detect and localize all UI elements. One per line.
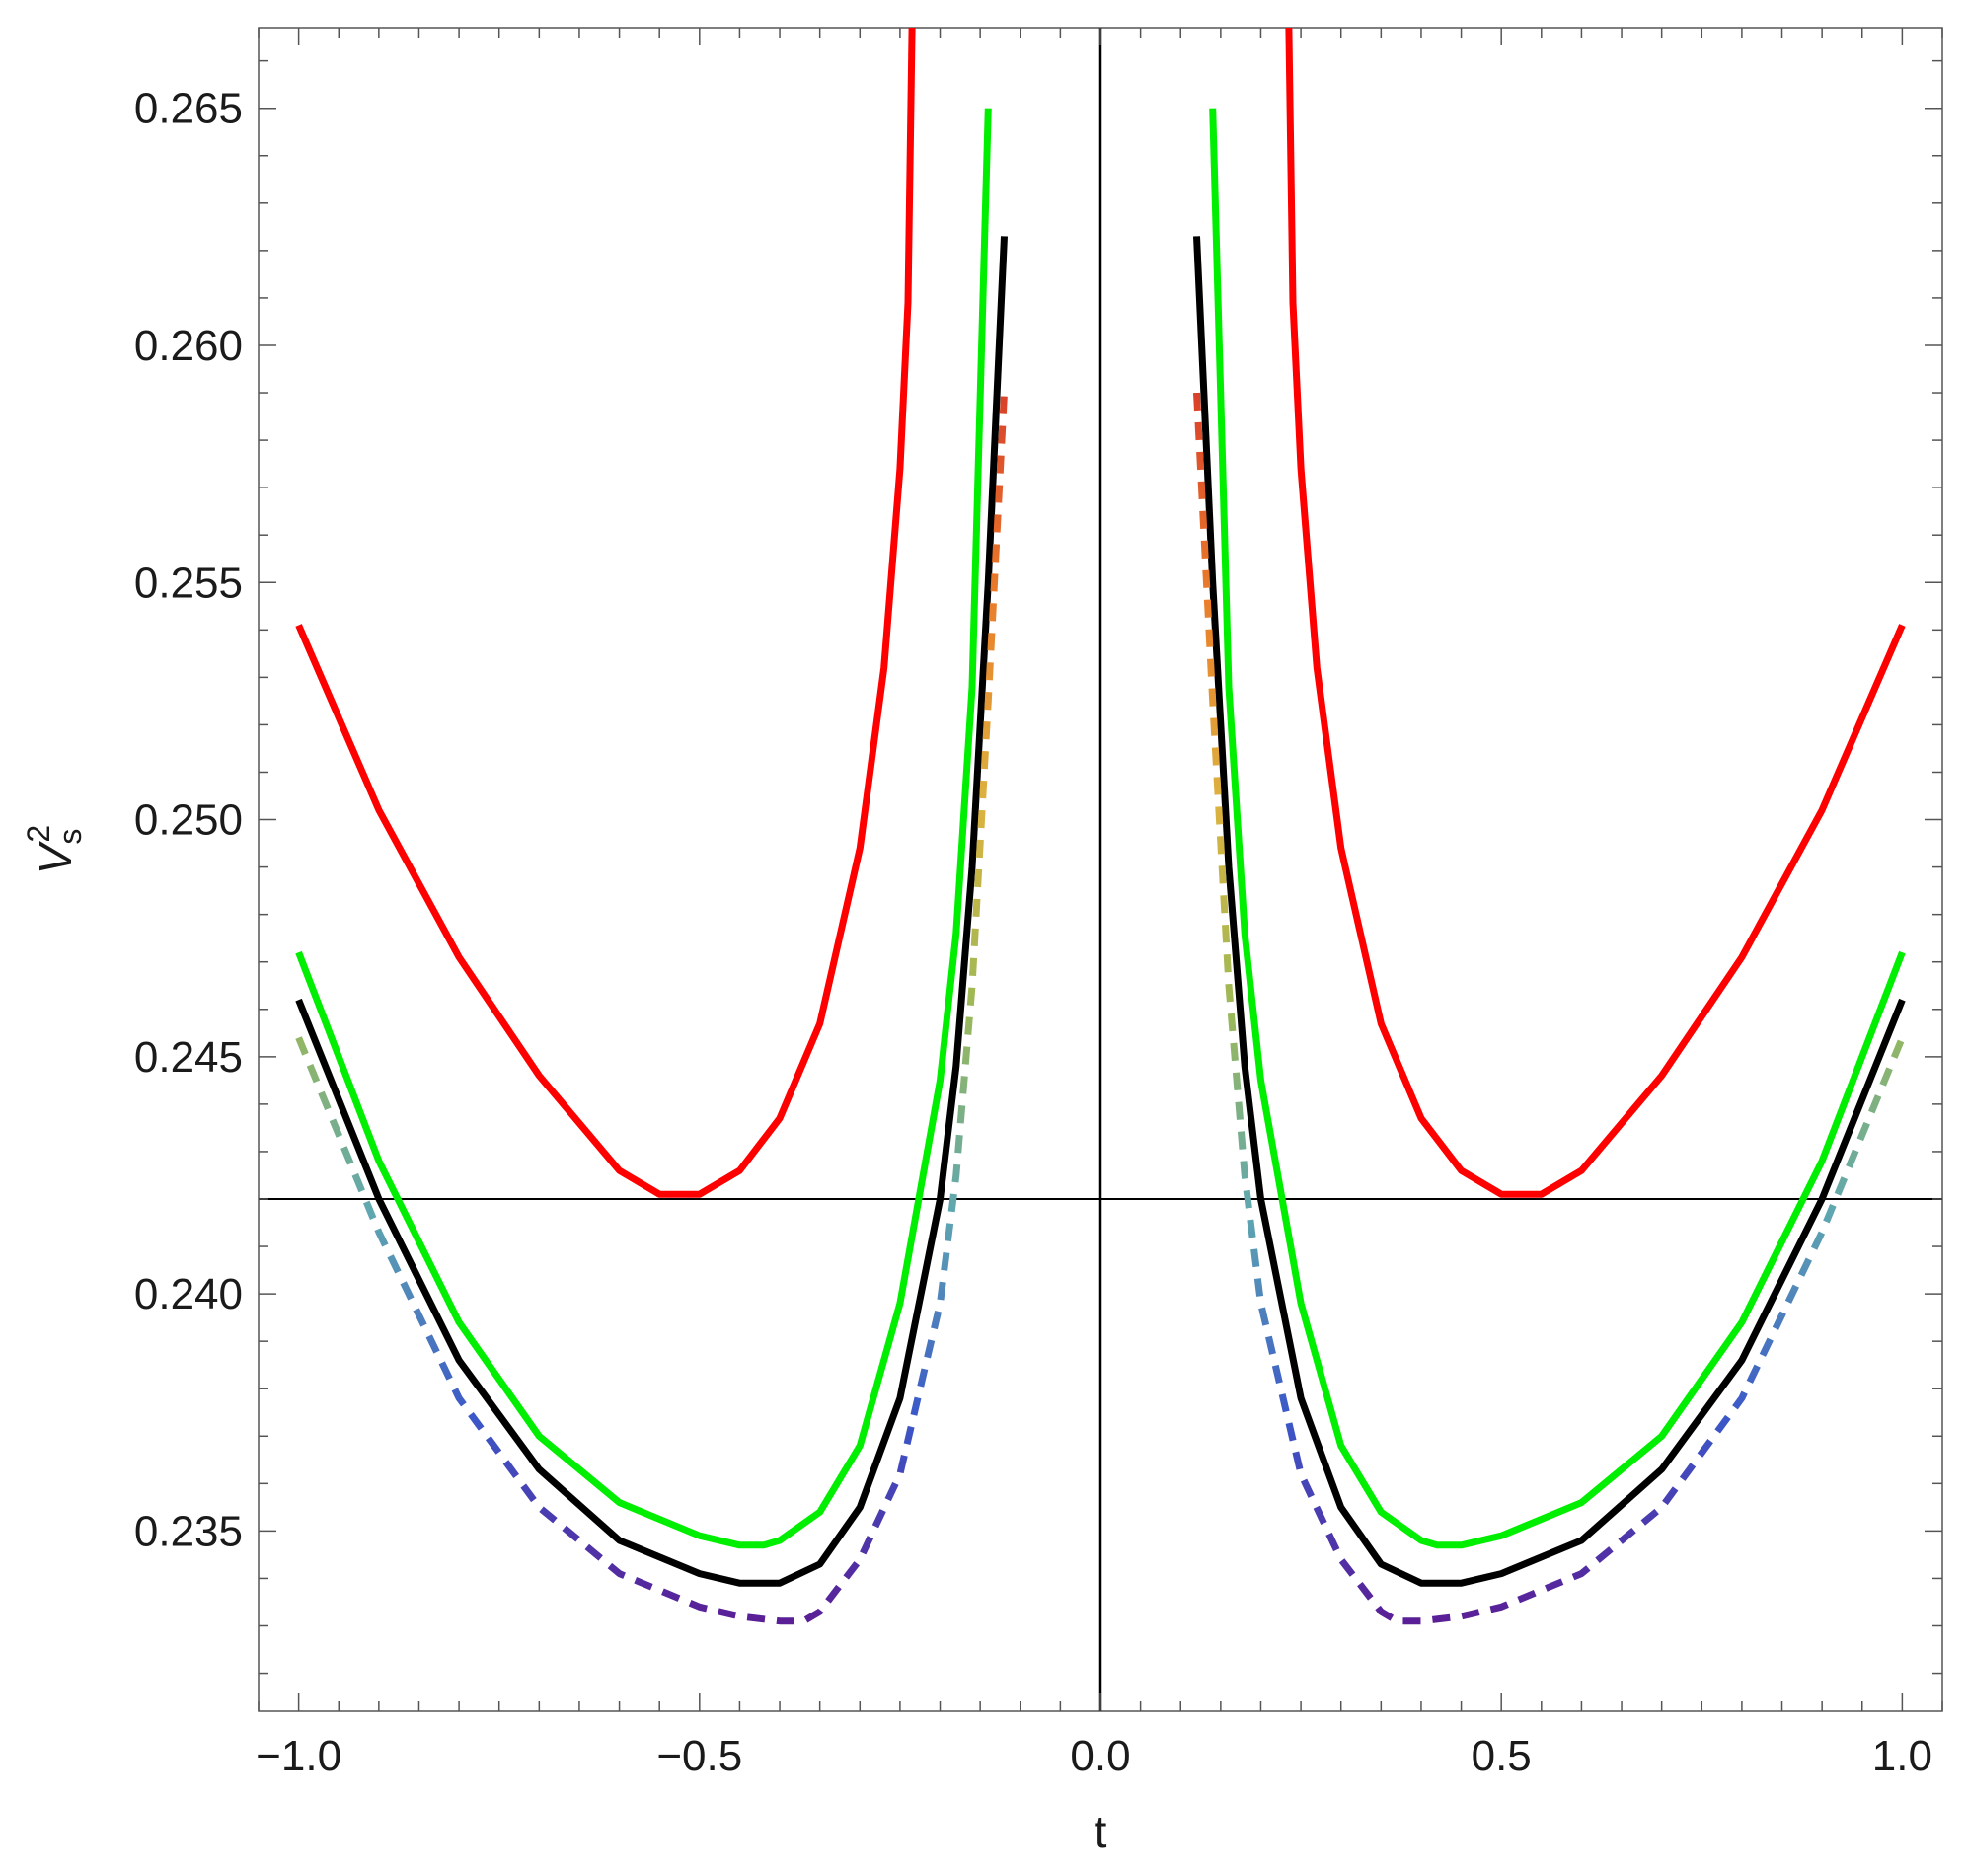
series-line-3-right (1193, 236, 1906, 1587)
y-tick-label: 0.260 (134, 322, 243, 370)
y-tick-label: 0.265 (134, 85, 243, 133)
series-line-1-left (295, 27, 916, 1198)
x-tick-label: 1.0 (1872, 1732, 1932, 1780)
x-tick-label: 0.5 (1472, 1732, 1532, 1780)
ticks (258, 28, 1943, 1711)
series-line-2-left (295, 108, 992, 1549)
reference-lines (259, 28, 1942, 1711)
x-tick-label: −1.0 (256, 1732, 341, 1780)
x-tick-label: −0.5 (656, 1732, 742, 1780)
series-lines (295, 27, 1906, 1625)
y-tick-label: 0.245 (134, 1033, 243, 1082)
series-line-3-left (295, 236, 1008, 1587)
series-line-1-right (1285, 27, 1906, 1198)
y-axis-label: Vs2 (21, 825, 88, 874)
y-tick-label: 0.255 (134, 559, 243, 607)
y-axis-label-base: V (30, 840, 81, 874)
y-axis-label-sup: 2 (21, 825, 56, 843)
y-tick-label: 0.235 (134, 1507, 243, 1555)
x-axis-label: t (1095, 1806, 1107, 1857)
series-line-2-right (1209, 108, 1906, 1549)
y-axis-label-sub: s (52, 829, 88, 845)
tick-labels: −1.0 −0.5 0.0 0.5 1.0 0.235 0.240 0.245 0.250 0.2… (134, 85, 1932, 1780)
y-tick-label: 0.240 (134, 1270, 243, 1318)
series-line-4-right (1193, 392, 1906, 1625)
y-tick-label: 0.250 (134, 796, 243, 845)
x-tick-label: 0.0 (1070, 1732, 1130, 1780)
series-line-4-left (295, 392, 1008, 1625)
